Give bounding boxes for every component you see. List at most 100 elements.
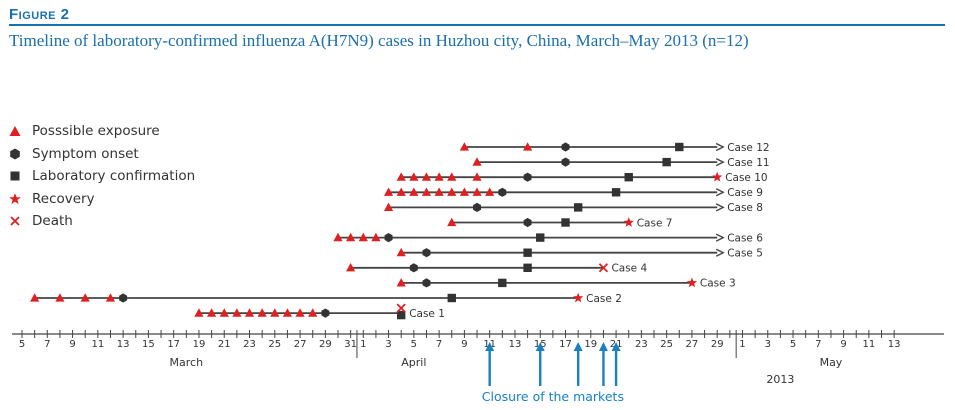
arrowhead	[715, 248, 725, 257]
exposure-marker	[207, 308, 217, 317]
onset-marker	[473, 202, 482, 212]
month-label: 2013	[766, 373, 794, 386]
legend-item-onset: Symptom onset	[8, 143, 195, 166]
exposure-marker	[232, 308, 242, 317]
closure-arrowhead	[611, 342, 621, 351]
exposure-marker	[282, 308, 293, 317]
exposure-marker	[409, 172, 419, 181]
legend-label: Recovery	[32, 190, 95, 207]
exposure-marker	[371, 232, 381, 242]
arrowhead	[715, 157, 725, 167]
tick-label: 7	[815, 339, 821, 350]
exposure-marker	[346, 263, 356, 272]
exposure-marker	[80, 293, 90, 302]
date-axis: 5791113151719212325272931135791113151719…	[12, 330, 944, 386]
legend-item-recovery: Recovery	[8, 188, 195, 211]
case-timelines: Case 12 Case 11 Case 10 Case 9 Case 8 Case 7 C…	[30, 142, 770, 320]
case-label: Case 4	[611, 263, 647, 275]
exposure-marker	[396, 278, 406, 287]
confirmation-marker	[624, 173, 633, 182]
tick-label: 15	[142, 339, 155, 350]
square-icon	[10, 171, 20, 181]
tick-label: 27	[686, 339, 699, 350]
closure-arrowhead	[598, 342, 608, 351]
exposure-marker	[485, 187, 495, 196]
case-label: Case 6	[727, 232, 763, 244]
tick-label: 9	[840, 339, 846, 350]
tick-label: 17	[167, 339, 180, 350]
confirmation-marker	[523, 248, 532, 257]
onset-marker	[321, 308, 330, 318]
case-label: Case 1	[409, 308, 445, 320]
case-label: Case 8	[727, 202, 763, 214]
exposure-marker	[295, 308, 305, 317]
exposure-marker	[257, 308, 267, 317]
onset-marker	[119, 293, 128, 303]
case-row: Case 9	[383, 187, 763, 199]
exposure-marker	[383, 187, 394, 196]
tick-label: 5	[790, 339, 796, 350]
confirmation-marker	[536, 233, 545, 242]
case-label: Case 5	[727, 248, 763, 260]
arrowhead	[715, 233, 725, 242]
onset-marker	[384, 233, 393, 243]
exposure-marker	[219, 308, 229, 317]
exposure-marker	[434, 187, 444, 196]
closure-arrowhead	[485, 342, 495, 351]
tick-label: 5	[19, 339, 25, 350]
case-row: Case 4	[346, 263, 647, 275]
exposure-marker	[459, 187, 469, 196]
case-label: Case 9	[727, 187, 763, 199]
onset-marker	[422, 248, 431, 258]
tick-label: 19	[584, 339, 597, 350]
figure-title: Timeline of laboratory-confirmed influen…	[9, 31, 749, 50]
case-row: Case 2	[30, 292, 622, 305]
case-row: Case 6	[333, 232, 763, 244]
confirmation-marker	[611, 188, 621, 197]
tick-label: 11	[863, 339, 876, 350]
tick-label: 25	[268, 339, 281, 350]
onset-marker	[498, 187, 507, 197]
confirmation-marker	[397, 310, 406, 320]
exposure-marker	[55, 293, 65, 302]
tick-label: 29	[711, 339, 724, 350]
case-label: Case 3	[700, 278, 736, 290]
tick-label: 17	[559, 339, 572, 350]
exposure-marker	[105, 293, 116, 302]
confirmation-marker	[561, 218, 570, 227]
case-label: Case 12	[727, 142, 769, 154]
confirmation-marker	[662, 157, 671, 167]
legend-label: Death	[32, 213, 73, 230]
exposure-marker	[396, 172, 406, 181]
title-divider	[9, 24, 945, 26]
figure-label: Figure 2	[9, 6, 70, 23]
case-row: Case 7	[447, 217, 672, 229]
tick-label: 9	[461, 339, 467, 350]
tick-label: 13	[509, 339, 522, 350]
market-closure-arrows: Closure of the markets	[482, 342, 624, 404]
onset-marker	[409, 263, 418, 273]
exposure-marker	[434, 172, 444, 181]
confirmation-marker	[675, 142, 684, 152]
case-row: Case 8	[383, 202, 763, 214]
onset-marker	[561, 142, 570, 152]
onset-marker	[523, 172, 532, 182]
closure-arrowhead	[573, 342, 583, 351]
exposure-marker	[396, 247, 406, 257]
recovery-marker	[686, 277, 698, 288]
tick-label: 25	[660, 339, 673, 350]
legend-label: Symptom onset	[32, 145, 139, 162]
arrowhead	[715, 188, 725, 197]
exposure-marker	[346, 232, 356, 242]
tick-label: 7	[44, 339, 50, 350]
chart-legend: Posssible exposure Symptom onset Laborat…	[8, 120, 195, 233]
tick-label: 19	[193, 339, 206, 350]
case-row: Case 3	[396, 277, 736, 290]
case-row: Case 11	[472, 157, 770, 169]
recovery-marker	[623, 217, 634, 227]
exposure-marker	[447, 217, 457, 227]
tick-label: 23	[635, 339, 648, 350]
case-label: Case 10	[725, 172, 767, 184]
tick-label: 21	[218, 339, 231, 350]
